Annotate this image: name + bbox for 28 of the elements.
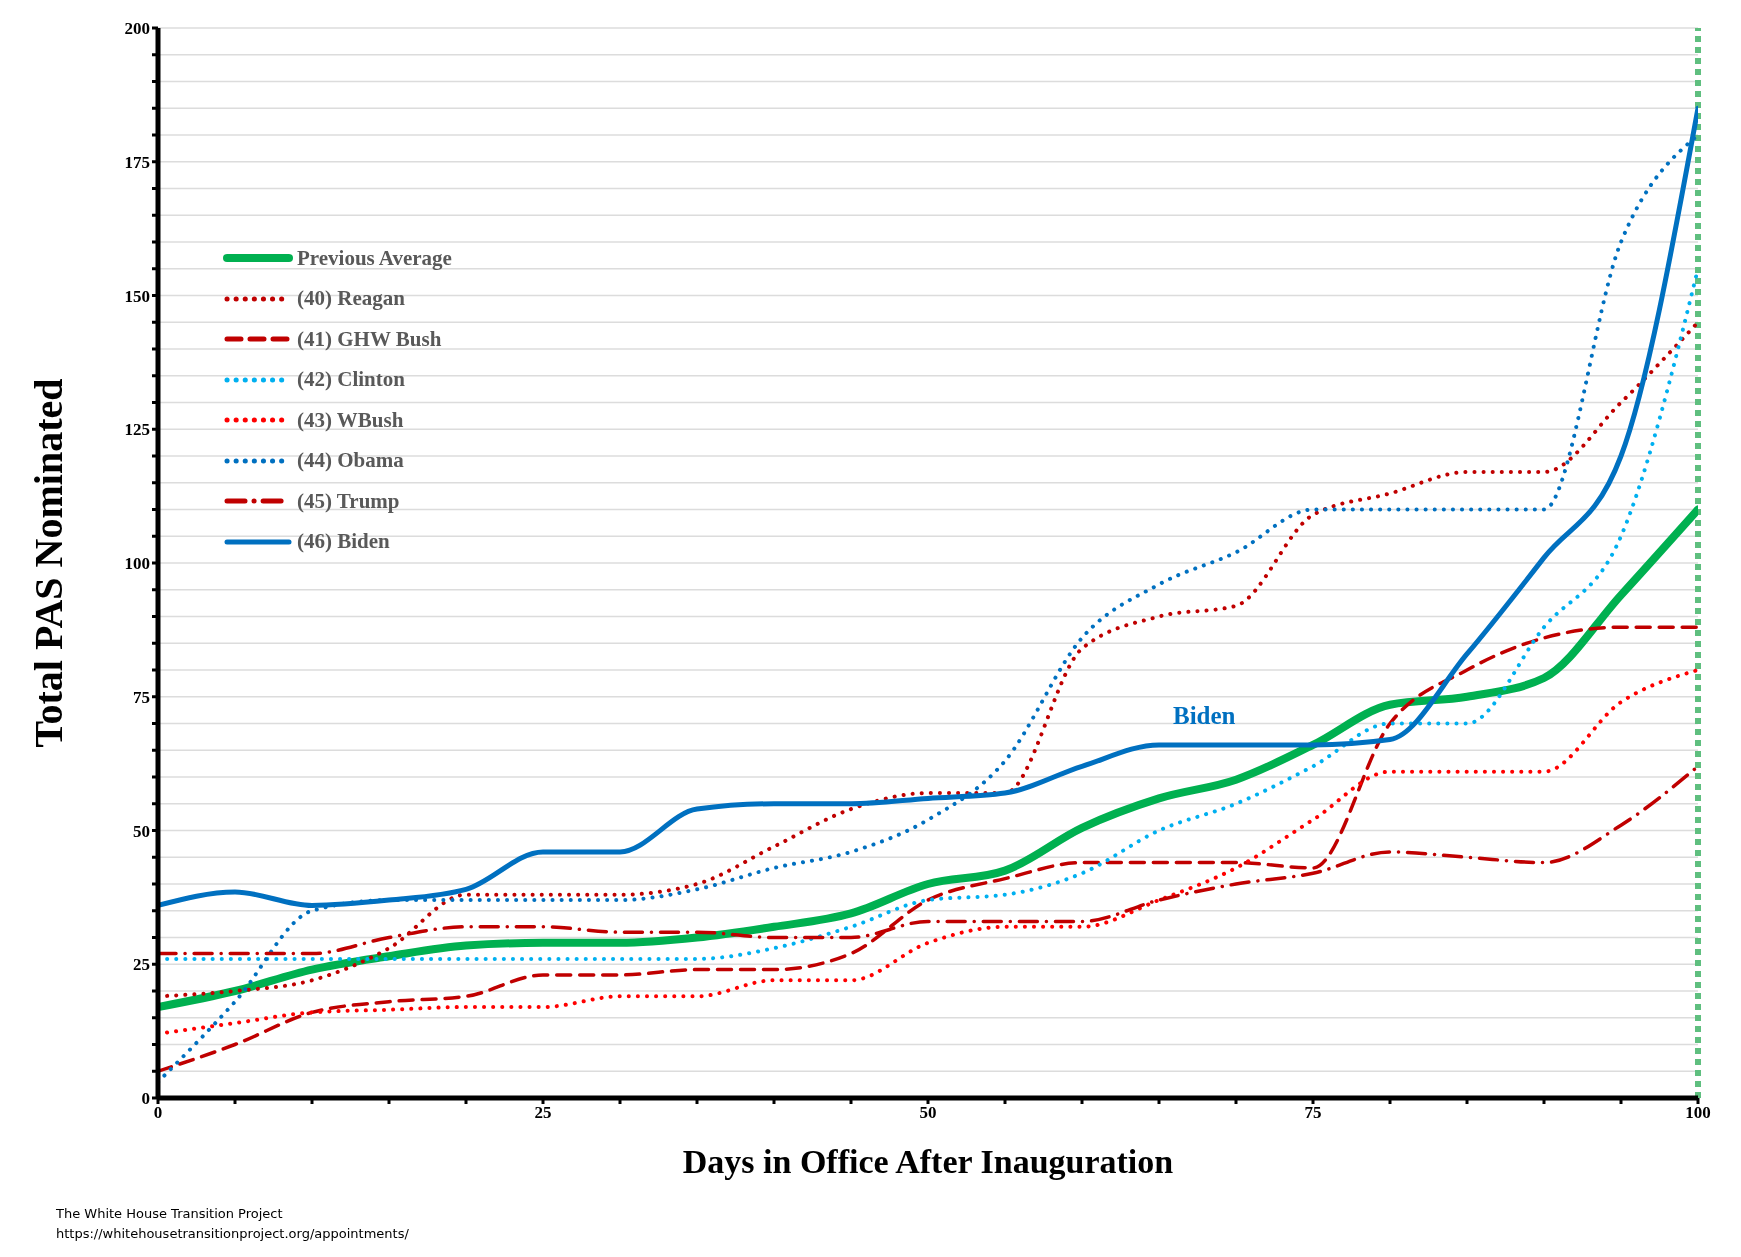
text: The White House Transition Project bbox=[56, 1205, 284, 1223]
y-tick-label: 75 bbox=[133, 687, 150, 707]
y-tick-label: 25 bbox=[133, 955, 150, 975]
y-tick-label: 125 bbox=[124, 420, 150, 440]
y-tick-label: 0 bbox=[141, 1089, 150, 1109]
line-series bbox=[158, 625, 1698, 1073]
legend-label: (42) Clinton bbox=[297, 367, 405, 393]
legend-label: (46) Biden bbox=[297, 529, 390, 555]
x-tick-label: 100 bbox=[1685, 1103, 1711, 1123]
x-tick-label: 75 bbox=[1304, 1103, 1322, 1123]
x-tick-label: 25 bbox=[534, 1103, 552, 1123]
x-tick-label: 50 bbox=[919, 1103, 937, 1123]
x-tick-label: 0 bbox=[153, 1103, 163, 1123]
y-tick-label: 150 bbox=[124, 286, 150, 306]
legend-label: (44) Obama bbox=[297, 448, 404, 474]
annotation: Biden bbox=[1173, 702, 1236, 730]
legend-label: (40) Reagan bbox=[297, 286, 405, 312]
text: https://whitehousetransitionproject.org/appointments/ bbox=[56, 1225, 409, 1243]
y-tick-label: 50 bbox=[133, 821, 150, 841]
y-tick-label: 175 bbox=[124, 152, 150, 172]
legend-label: (45) Trump bbox=[297, 488, 400, 514]
y-axis-title: Total PAS Nominated bbox=[26, 378, 72, 748]
y-tick-label: 200 bbox=[124, 19, 150, 39]
y-tick-label: 100 bbox=[124, 554, 150, 574]
x-axis-title: Days in Office After Inauguration bbox=[682, 1143, 1174, 1180]
legend-label: Previous Average bbox=[297, 245, 452, 271]
legend-label: (43) WBush bbox=[297, 407, 404, 433]
legend-label: (41) GHW Bush bbox=[297, 326, 442, 352]
